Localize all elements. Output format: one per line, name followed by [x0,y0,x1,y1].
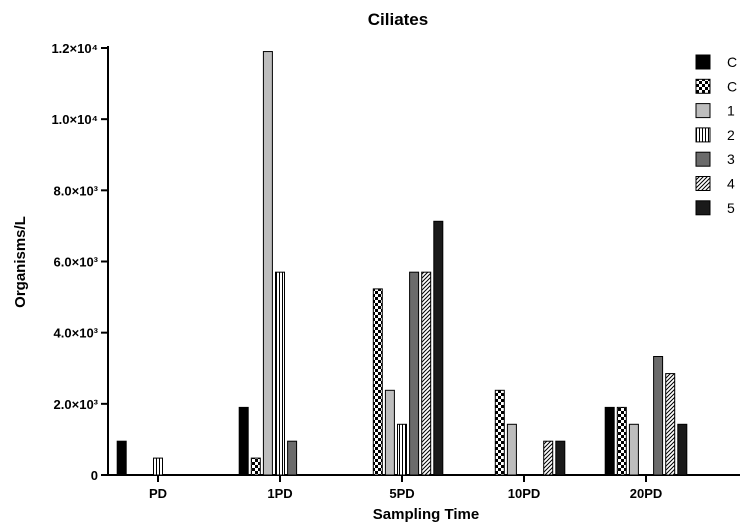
x-tick-label: 20PD [630,486,663,501]
legend-label: 3 [727,151,735,167]
bar [288,441,297,475]
x-tick-label: 1PD [267,486,292,501]
bar [117,441,126,475]
bar [495,390,504,475]
y-tick-label: 2.0×10³ [54,397,99,412]
bar [556,441,565,475]
legend-label: 4 [727,176,735,192]
bar [605,407,614,475]
legend-swatch [696,79,710,93]
chart-title: Ciliates [368,10,428,29]
bar [544,441,553,475]
y-tick-label: 1.2×10⁴ [51,41,98,56]
bar [276,272,285,475]
bar [410,272,419,475]
bar [154,458,163,475]
x-tick-label: 5PD [389,486,414,501]
legend: CC 1 2 3 4 5 [696,54,737,216]
bar [422,272,431,475]
y-tick-label: 8.0×10³ [54,183,99,198]
legend-swatch [696,104,710,118]
legend-label: 2 [727,127,735,143]
bar [629,424,638,475]
bar [239,407,248,475]
legend-label: C [727,78,737,94]
bar [398,424,407,475]
legend-swatch [696,152,710,166]
bar [373,289,382,475]
legend-swatch [696,201,710,215]
bar [654,357,663,475]
legend-label: 1 [727,103,735,119]
y-tick-label: 0 [91,468,98,483]
bar [617,407,626,475]
bar [434,221,443,475]
x-axis-label: Sampling Time [373,506,479,523]
legend-swatch [696,177,710,191]
bar [507,424,516,475]
bar [263,52,272,475]
bar [251,458,260,475]
y-axis-label: Organisms/L [12,216,29,308]
legend-label: 5 [727,200,735,216]
plot-area: 0 2.0×10³ 4.0×10³ 6.0×10³ 8.0×10³ 1.0×10⁴ 1.2×… [51,41,740,501]
x-tick-label: 10PD [508,486,541,501]
bar [666,374,675,475]
legend-label: C [727,54,737,70]
bar [678,424,687,475]
y-tick-label: 1.0×10⁴ [51,112,98,127]
bar [385,390,394,475]
y-tick-label: 4.0×10³ [54,326,99,341]
x-tick-label: PD [149,486,167,501]
legend-swatch [696,55,710,69]
legend-swatch [696,128,710,142]
y-tick-label: 6.0×10³ [54,255,99,270]
